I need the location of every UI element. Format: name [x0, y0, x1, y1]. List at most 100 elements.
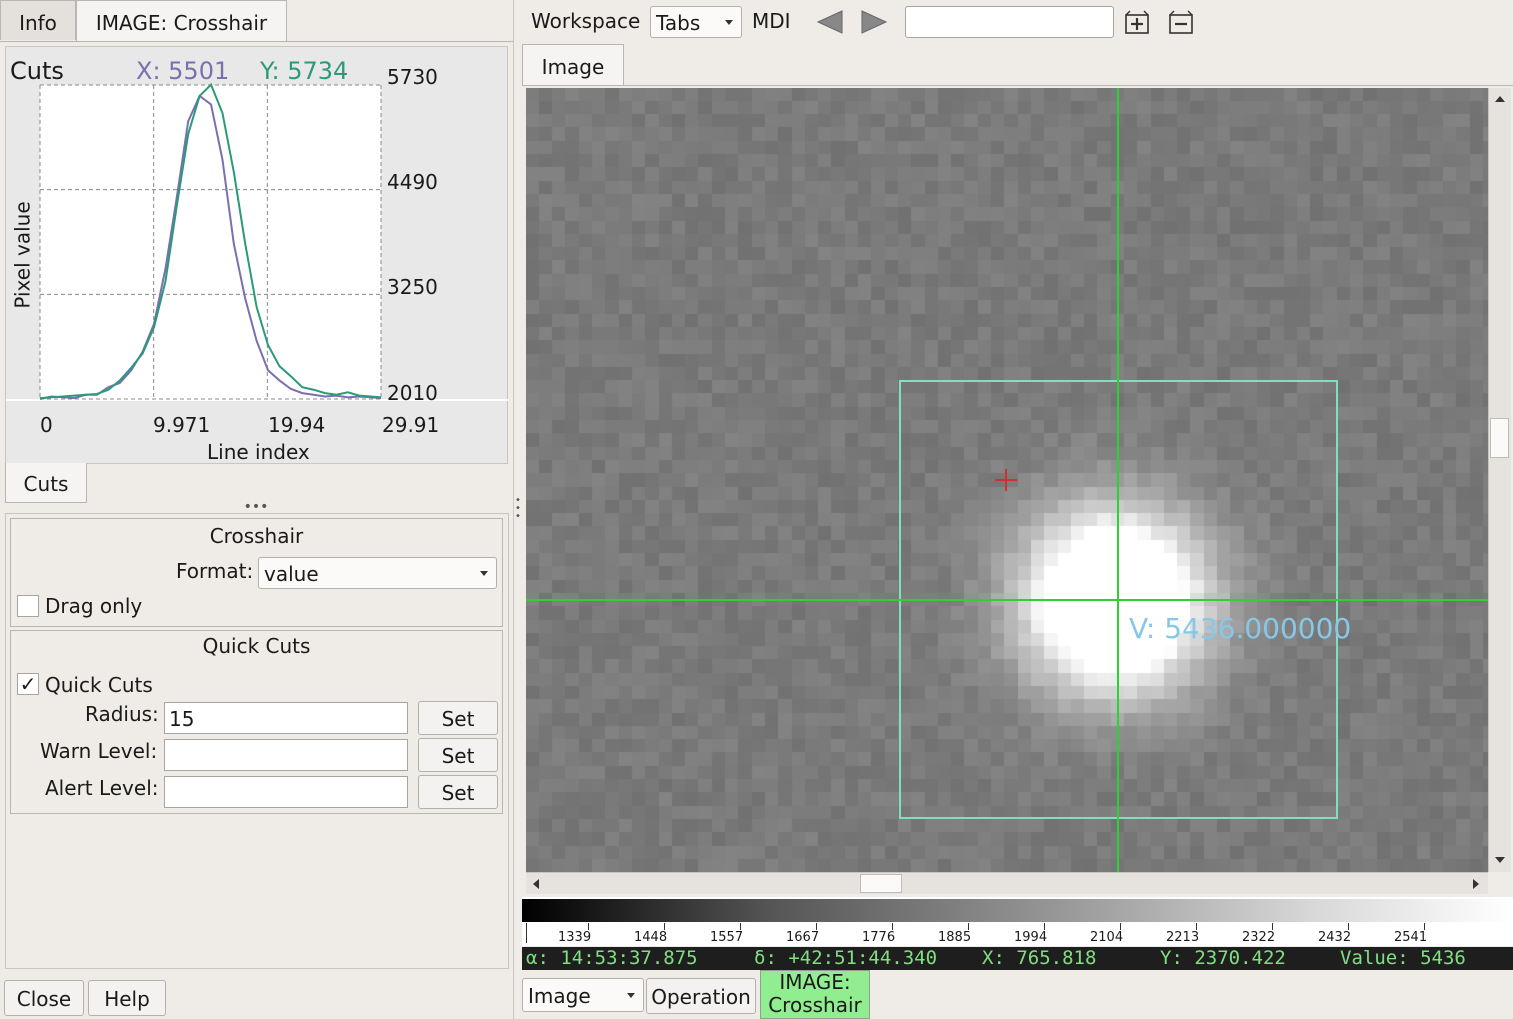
ytick-label: 3250 — [387, 275, 438, 299]
channel-select-value: Image — [528, 984, 591, 1008]
set-radius-button[interactable]: Set — [418, 701, 498, 735]
colorbar-tick — [664, 923, 665, 930]
colorbar-tick — [526, 923, 527, 943]
close-button[interactable]: Close — [4, 980, 84, 1016]
quick-cuts-checkbox[interactable]: ✓ — [17, 673, 39, 695]
warn-level-label: Warn Level: — [40, 739, 158, 763]
x-axis-label: Line index — [207, 440, 310, 464]
left-panel-divider — [0, 41, 514, 42]
xtick-label: 0 — [40, 413, 53, 437]
colorbar-tick-label: 2213 — [1166, 930, 1200, 945]
vertical-splitter-handle[interactable]: • • • — [515, 495, 521, 522]
horizontal-scroll-thumb[interactable] — [860, 874, 902, 893]
colorbar-tick-label: 1448 — [634, 930, 668, 945]
xtick-label: 29.91 — [382, 413, 440, 437]
radius-input[interactable]: 15 — [164, 702, 408, 734]
plugin-tab-line2: Crosshair — [768, 993, 862, 1017]
remove-workspace-icon[interactable] — [1168, 10, 1194, 36]
colorbar-tick — [1348, 923, 1349, 930]
image-tab-divider — [522, 85, 1513, 86]
colorbar[interactable]: 1339 1448 1557 1667 1776 1885 1994 2104 2213 2322… — [522, 897, 1513, 946]
ytick-label: 5730 — [387, 65, 438, 89]
colorbar-tick-label: 1339 — [558, 930, 592, 945]
vertical-divider — [513, 0, 514, 1019]
colorbar-tick-label: 1776 — [862, 930, 896, 945]
status-ra: α: 14:53:37.875 — [526, 947, 698, 969]
splitter-handle[interactable]: ••• — [243, 499, 269, 515]
quick-cuts-group-title: Quick Cuts — [202, 634, 311, 658]
scroll-down-icon[interactable] — [1495, 857, 1505, 863]
warn-level-input[interactable] — [164, 739, 408, 771]
cuts-plot: Cuts X: 5501 Y: 5734 5730 4490 3250 2010… — [5, 46, 509, 464]
horizontal-scrollbar[interactable] — [526, 872, 1488, 894]
format-select[interactable]: value — [258, 557, 497, 589]
y-axis-label: Pixel value — [10, 201, 35, 309]
cuts-plot-title: Cuts — [10, 57, 64, 85]
tab-image-crosshair[interactable]: IMAGE: Crosshair — [76, 0, 287, 42]
drag-only-checkbox[interactable] — [17, 595, 39, 617]
radius-label: Radius: — [85, 702, 159, 726]
colorbar-tick-label: 1885 — [938, 930, 972, 945]
arrow-left-icon[interactable] — [815, 9, 845, 35]
colorbar-gradient — [522, 899, 1513, 922]
settings-panel — [5, 513, 509, 969]
plot-area — [40, 85, 381, 399]
workspace-select[interactable]: Tabs — [650, 6, 742, 38]
ytick-label: 4490 — [387, 170, 438, 194]
colorbar-tick-label: 2432 — [1318, 930, 1352, 945]
chevron-down-icon — [480, 571, 488, 576]
format-select-value: value — [264, 562, 319, 586]
cuts-x-readout: X: 5501 — [136, 57, 230, 85]
mdi-label: MDI — [752, 9, 791, 33]
drag-only-label: Drag only — [45, 594, 143, 618]
colorbar-tick — [588, 923, 589, 930]
operation-button[interactable]: Operation — [646, 978, 756, 1014]
colorbar-tick-label: 2541 — [1394, 930, 1428, 945]
workspace-label: Workspace — [531, 9, 641, 33]
overlay — [526, 88, 1488, 872]
scroll-left-icon[interactable] — [533, 879, 539, 889]
plugin-tab-crosshair[interactable]: IMAGE: Crosshair — [760, 970, 870, 1019]
image-viewer[interactable]: V: 5436.000000 — [526, 88, 1488, 872]
colorbar-tick — [1272, 923, 1273, 930]
quick-cuts-label: Quick Cuts — [45, 673, 153, 697]
alert-level-input[interactable] — [164, 776, 408, 808]
workspace-select-value: Tabs — [656, 11, 701, 35]
tab-image[interactable]: Image — [522, 44, 624, 86]
help-button[interactable]: Help — [88, 980, 166, 1016]
colorbar-tick-label: 1667 — [786, 930, 820, 945]
plot-lines — [39, 82, 382, 400]
colorbar-tick-label: 1557 — [710, 930, 744, 945]
chevron-down-icon — [627, 993, 635, 998]
arrow-right-icon[interactable] — [859, 9, 889, 35]
cuts-plot-svg — [6, 82, 509, 401]
xtick-label: 9.971 — [153, 413, 211, 437]
scroll-right-icon[interactable] — [1473, 879, 1479, 889]
colorbar-tick — [968, 923, 969, 930]
plugin-tab-line1: IMAGE: — [779, 970, 851, 994]
add-workspace-icon[interactable] — [1124, 10, 1150, 36]
tab-cuts[interactable]: Cuts — [5, 463, 87, 503]
tab-info[interactable]: Info — [0, 0, 76, 40]
scroll-up-icon[interactable] — [1495, 96, 1505, 102]
channel-select[interactable]: Image — [522, 978, 644, 1012]
status-bar: α: 14:53:37.875 δ: +42:51:44.340 X: 765.… — [522, 947, 1513, 970]
status-dec: δ: +42:51:44.340 — [754, 947, 938, 969]
colorbar-tick — [1424, 923, 1425, 930]
vertical-scrollbar[interactable] — [1488, 88, 1511, 872]
vertical-scroll-thumb[interactable] — [1490, 418, 1509, 458]
crosshair-group-title: Crosshair — [209, 524, 304, 548]
chevron-down-icon — [725, 20, 733, 25]
colorbar-tick — [1044, 923, 1045, 930]
colorbar-tick-label: 2322 — [1242, 930, 1276, 945]
set-alert-button[interactable]: Set — [418, 775, 498, 809]
colorbar-tick-label: 2104 — [1090, 930, 1124, 945]
set-warn-button[interactable]: Set — [418, 738, 498, 772]
workspace-search-input[interactable] — [905, 6, 1114, 38]
status-value: Value: 5436 — [1340, 947, 1466, 969]
status-y: Y: 2370.422 — [1160, 947, 1286, 969]
quick-cuts-group: Quick Cuts ✓ Quick Cuts Radius: 15 Set W… — [10, 630, 503, 814]
colorbar-tick — [740, 923, 741, 930]
crosshair-group: Crosshair Format: value Drag only — [10, 518, 503, 627]
crosshair-value-label: V: 5436.000000 — [1129, 612, 1352, 645]
